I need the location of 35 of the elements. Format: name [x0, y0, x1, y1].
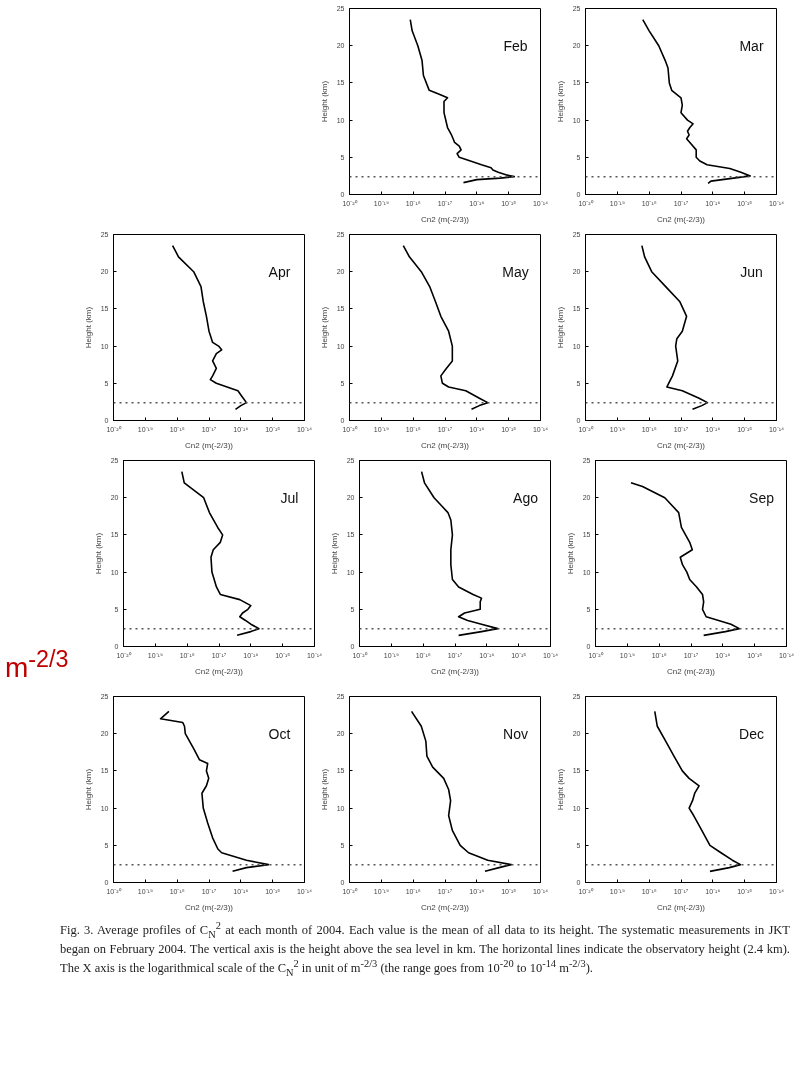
x-axis-title: Cn2 (m(-2/3)) — [657, 214, 706, 224]
y-axis-title: Height (km) — [319, 306, 329, 349]
y-axis-title: Height (km) — [319, 80, 329, 123]
x-axis-title: Cn2 (m(-2/3)) — [667, 666, 716, 676]
x-axis-title: Cn2 (m(-2/3)) — [657, 440, 706, 450]
text: Apr — [268, 263, 291, 280]
text: Dec — [739, 725, 764, 742]
x-axis-title: Cn2 (m(-2/3)) — [185, 902, 234, 912]
x-axis-title: Cn2 (m(-2/3)) — [657, 902, 706, 912]
text: Jul — [280, 489, 299, 506]
text: Oct — [268, 725, 291, 742]
x-axis-title: Cn2 (m(-2/3)) — [431, 666, 480, 676]
text: m$^{-2/3}$ — [5, 645, 69, 686]
y-axis-title: Height (km) — [565, 532, 575, 575]
y-axis-title: Height (km) — [329, 532, 339, 575]
y-axis-title: Height (km) — [83, 306, 93, 349]
text: Sep — [749, 489, 775, 506]
text: Nov — [503, 725, 528, 742]
y-axis-title: Height (km) — [555, 306, 565, 349]
y-axis-title: Height (km) — [93, 532, 103, 575]
text: Mar — [739, 37, 764, 54]
x-axis-title: Cn2 (m(-2/3)) — [421, 214, 470, 224]
x-axis-title: Cn2 (m(-2/3)) — [185, 440, 234, 450]
text: Feb — [503, 37, 528, 54]
x-axis-title: Cn2 (m(-2/3)) — [421, 902, 470, 912]
x-axis-title: Cn2 (m(-2/3)) — [421, 440, 470, 450]
text: Jun — [740, 263, 763, 280]
y-axis-title: Height (km) — [555, 768, 565, 811]
y-axis-title: Height (km) — [83, 768, 93, 811]
x-axis-title: Cn2 (m(-2/3)) — [195, 666, 244, 676]
text: May — [502, 263, 529, 280]
text: Fig. 3. Average profiles of C$_{N}$$^{2}$ at each month of 2004. Each value is the mean of all data to its height. The systematic measurements in JKT began on February 2004. The vertical axis is the height above the sea level in km. The horizontal lines indicate the observatory height (2.4 km). The X axis is the logarithmical scale of the C$_{N}$$^{2}$ in unit of m$^{-2/3}$ (the range goes from 10$^{-20}$ to 10$^{-14}$ m$^{-2/3}$). — [60, 920, 790, 979]
y-axis-title: Height (km) — [319, 768, 329, 811]
text: Ago — [513, 489, 539, 506]
y-axis-title: Height (km) — [555, 80, 565, 123]
